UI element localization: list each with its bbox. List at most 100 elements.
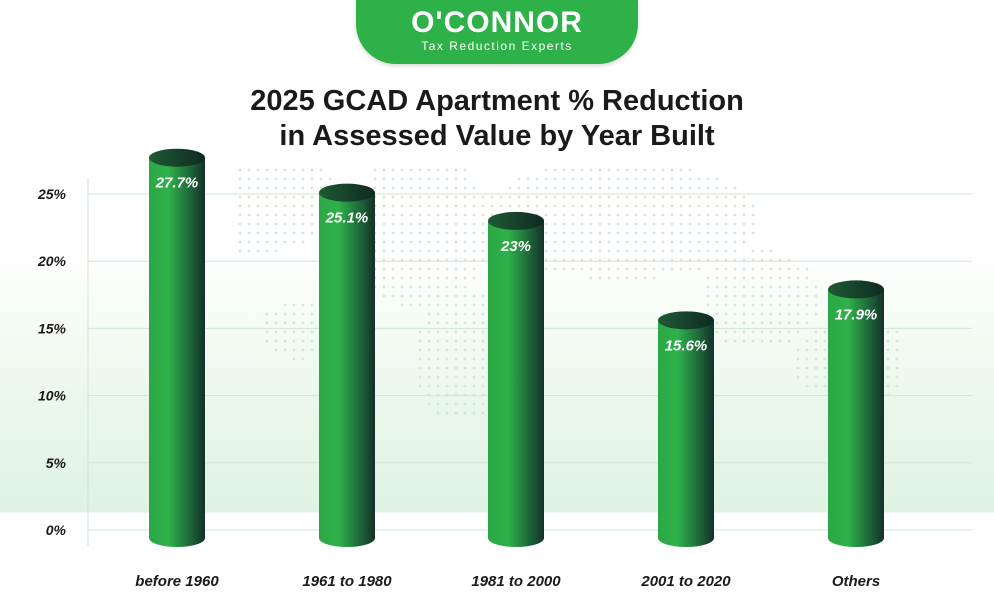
map-dot [688,186,692,190]
map-dot [481,411,485,415]
map-dot [445,339,449,343]
map-dot [382,195,386,199]
map-dot [274,204,278,208]
map-dot [427,222,431,226]
map-dot [454,312,458,316]
map-dot [625,222,629,226]
brand-logo: O'CONNOR Tax Reduction Experts [356,0,638,64]
map-dot [670,231,674,235]
map-dot [247,249,251,253]
map-dot [553,249,557,253]
map-dot [634,276,638,280]
map-dot [805,285,809,289]
map-dot [697,249,701,253]
map-dot [895,330,899,334]
brand-name: O'CONNOR [411,6,583,39]
map-dot [463,213,467,217]
map-dot [418,195,422,199]
map-dot [724,339,728,343]
map-dot [805,357,809,361]
map-dot [535,177,539,181]
map-dot [580,222,584,226]
map-dot [715,303,719,307]
map-dot [418,276,422,280]
map-dot [760,339,764,343]
map-dot [472,276,476,280]
bar-top [828,280,884,299]
map-dot [454,375,458,379]
map-dot [634,186,638,190]
map-dot [292,231,296,235]
map-dot [697,213,701,217]
map-dot [679,177,683,181]
map-dot [472,366,476,370]
map-dot [715,204,719,208]
map-dot [742,267,746,271]
map-dot [661,240,665,244]
map-dot [463,276,467,280]
map-dot [472,213,476,217]
map-dot [715,294,719,298]
map-dot [301,231,305,235]
map-dot [580,240,584,244]
map-dot [643,276,647,280]
map-dot [607,240,611,244]
y-tick-label: 10% [38,388,67,404]
map-dot [247,177,251,181]
map-dot [580,213,584,217]
map-dot [733,222,737,226]
map-dot [409,213,413,217]
map-dot [679,204,683,208]
map-dot [796,375,800,379]
map-dot [697,204,701,208]
map-dot [643,213,647,217]
chart-title: 2025 GCAD Apartment % Reduction in Asses… [0,84,994,154]
map-dot [787,339,791,343]
map-dot [706,213,710,217]
map-dot [274,249,278,253]
map-dot [553,177,557,181]
map-dot [409,294,413,298]
map-dot [580,168,584,172]
map-dot [400,213,404,217]
map-dot [481,312,485,316]
map-dot [895,357,899,361]
map-dot [238,195,242,199]
map-dot [661,231,665,235]
map-dot [274,177,278,181]
map-dot [454,177,458,181]
map-dot [805,366,809,370]
map-dot [301,348,305,352]
map-dot [742,285,746,289]
map-dot [463,357,467,361]
map-dot [571,231,575,235]
map-dot [706,195,710,199]
map-dot [652,231,656,235]
map-dot [661,222,665,226]
map-dot [445,195,449,199]
map-dot [706,204,710,208]
map-dot [769,303,773,307]
map-dot [508,186,512,190]
map-dot [823,348,827,352]
map-dot [598,249,602,253]
map-dot [751,222,755,226]
map-dot [589,267,593,271]
map-dot [418,186,422,190]
map-dot [742,312,746,316]
map-dot [427,231,431,235]
map-dot [382,294,386,298]
map-dot [454,204,458,208]
map-dot [751,285,755,289]
map-dot [409,276,413,280]
map-dot [544,240,548,244]
map-dot [688,177,692,181]
map-dot [715,321,719,325]
map-dot [454,168,458,172]
map-dot [589,213,593,217]
map-dot [724,330,728,334]
map-dot [283,303,287,307]
map-dot [454,339,458,343]
map-dot [301,168,305,172]
map-dot [643,195,647,199]
